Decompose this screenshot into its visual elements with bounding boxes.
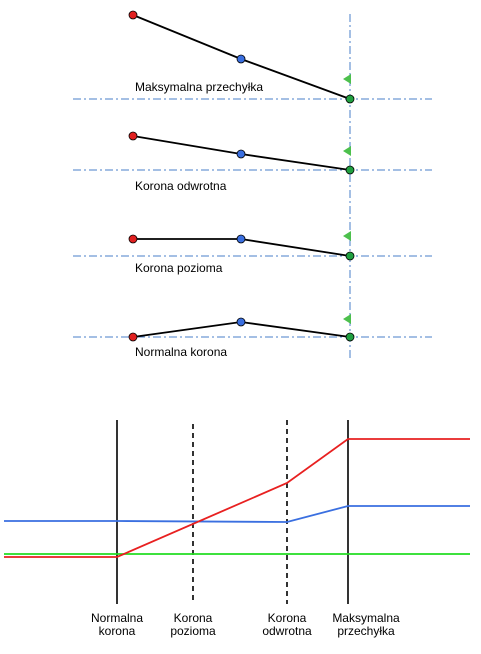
outer-edge-point [128, 131, 138, 141]
centerline-point [236, 149, 246, 159]
station-caption: przechyłka [337, 624, 395, 638]
outer-edge-point [128, 10, 138, 20]
pivot-point [345, 94, 355, 104]
station-caption: Korona [268, 611, 307, 625]
station-caption: Korona [174, 611, 213, 625]
flag-icon [343, 314, 351, 324]
transition-graph: Normalna korona Korona pozioma Korona od… [4, 420, 470, 638]
station-caption: Maksymalna [332, 611, 400, 625]
flag-icon [343, 74, 351, 84]
pivot-point [345, 165, 355, 175]
station-caption: Normalna [91, 611, 143, 625]
outer-edge-point [128, 234, 138, 244]
flag-icon [343, 146, 351, 156]
profile-label: Maksymalna przechyłka [135, 80, 263, 94]
profile-reverse-crown: Korona odwrotna [73, 131, 432, 193]
pivot-point [345, 251, 355, 261]
centerline-point [236, 54, 246, 64]
profile-label: Korona odwrotna [135, 179, 227, 193]
centerline-point [236, 234, 246, 244]
profile-label: Korona pozioma [135, 261, 223, 275]
station-caption: pozioma [170, 624, 216, 638]
pivot-point [345, 332, 355, 342]
station-caption: odwrotna [262, 624, 312, 638]
cross-sections: Maksymalna przechyłka Korona odwrotna Ko… [73, 10, 432, 360]
outer-edge-point [128, 332, 138, 342]
centerline-point [236, 317, 246, 327]
profile-max-superelevation: Maksymalna przechyłka [73, 10, 432, 104]
profile-label: Normalna korona [135, 345, 227, 359]
red-series-line [4, 438, 470, 558]
station-caption: korona [99, 624, 136, 638]
blue-series-line [4, 505, 470, 523]
profile-normal-crown: Normalna korona [73, 314, 432, 359]
profile-level-crown: Korona pozioma [73, 231, 432, 275]
flag-icon [343, 231, 351, 241]
